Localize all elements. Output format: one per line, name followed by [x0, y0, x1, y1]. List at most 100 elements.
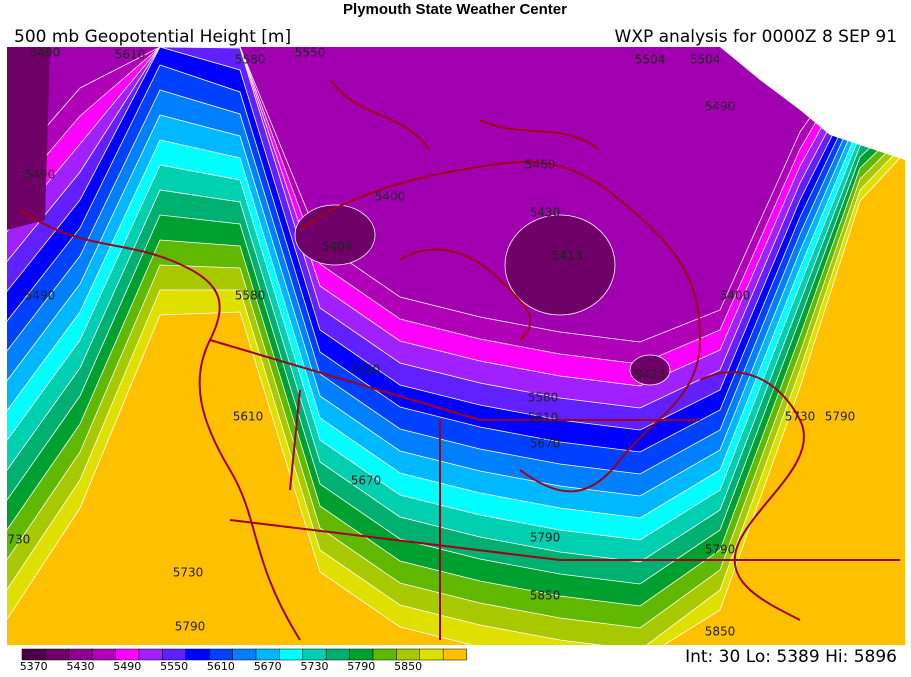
legend-swatch: [325, 648, 350, 661]
contour-line: [7, 47, 905, 409]
contour-label: 5490: [25, 168, 56, 182]
low-center: [629, 354, 671, 386]
legend-swatch: [208, 648, 233, 661]
contour-line: [7, 78, 905, 497]
legend-swatch: [255, 648, 280, 661]
contour-line: [7, 68, 905, 475]
contour-label: 5550: [295, 46, 326, 60]
high: Hi: 5896: [825, 647, 897, 667]
contour-label: 5400: [720, 289, 751, 303]
contour-label: 5610: [233, 410, 264, 424]
legend-label: 5670: [254, 660, 282, 673]
contour-line: [7, 133, 905, 629]
legend-swatch: [396, 648, 421, 661]
legend-swatch: [302, 648, 327, 661]
analysis-time: WXP analysis for 0000Z 8 SEP 91: [615, 27, 897, 47]
left-low: [7, 47, 50, 230]
legend-swatch: [45, 648, 70, 661]
legend-label: 5790: [347, 660, 375, 673]
contour-label: 5610: [115, 48, 146, 62]
contour-label: 5504: [690, 53, 721, 67]
legend: 5370 5430 5490 5550 5610 5670 5730 5790 5850: [20, 648, 467, 673]
coastline: [209, 339, 700, 421]
contour-label: 5400: [375, 190, 406, 204]
contour-label: 5670: [351, 474, 382, 488]
contour-label: 5490: [25, 289, 56, 303]
contour-label: 5580: [528, 391, 559, 405]
contour-line: [7, 87, 905, 519]
legend-swatch: [21, 648, 46, 661]
legend-label: 5550: [160, 660, 188, 673]
legend-label: 5490: [113, 660, 141, 673]
legend-swatch: [442, 648, 467, 661]
contour-label: 5580: [235, 53, 266, 67]
legend-swatch: [349, 648, 374, 661]
legend-swatch: [372, 648, 397, 661]
height-band: [7, 152, 905, 645]
contour-label: 5430: [530, 206, 561, 220]
contour-label: 5409: [322, 240, 353, 254]
contour-label: 5580: [235, 289, 266, 303]
coastline: [299, 160, 702, 493]
contour-line: [7, 105, 905, 563]
legend-swatch: [68, 648, 93, 661]
contour-label: 5730: [173, 566, 204, 580]
contour-label: 5790: [175, 620, 206, 634]
contour-label: 5790: [530, 531, 561, 545]
contour-line: [7, 151, 905, 645]
low: Lo: 5389: [746, 647, 820, 667]
legend-swatch: [419, 648, 444, 661]
no-data: [720, 47, 905, 160]
contour-label: 5790: [825, 410, 856, 424]
legend-swatch: [279, 648, 304, 661]
contour-line: [7, 47, 905, 343]
legend-swatch: [138, 648, 163, 661]
map-area: 5490 5610 5580 5550 5504 5504 5490 5460 5430 5413…: [0, 46, 905, 645]
contour-line: [7, 47, 905, 387]
contour-line: [7, 142, 905, 645]
contour-label: 5460: [525, 158, 556, 172]
legend-label: 5370: [20, 660, 48, 673]
contour-label: 5550: [350, 363, 381, 377]
legend-label: 5850: [394, 660, 422, 673]
contour-line: [7, 59, 905, 453]
legend-label: 5610: [207, 660, 235, 673]
contour-label: 5730: [0, 533, 30, 547]
product: 500 mb Geopotential Height [m]: [14, 27, 291, 47]
contour-line: [7, 47, 905, 365]
title: Plymouth State Weather Center: [343, 1, 567, 18]
contour-label: 5413: [552, 249, 583, 263]
contour-label: 5850: [705, 625, 736, 639]
coastline: [289, 389, 301, 491]
contour-line: [7, 114, 905, 585]
coastline: [229, 519, 900, 561]
contour-label: 5850: [530, 589, 561, 603]
legend-swatch: [91, 648, 116, 661]
contour-label: 5730: [785, 410, 816, 424]
contour-line: [7, 47, 905, 431]
coastline: [399, 248, 532, 341]
low-center: [504, 214, 616, 316]
contour-label: 5504: [635, 53, 666, 67]
legend-swatch: [115, 648, 140, 661]
contour-label: 5670: [530, 437, 561, 451]
coastline: [19, 209, 301, 641]
contour-line: [7, 96, 905, 541]
contour-label: 5790: [705, 543, 736, 557]
contour-label: 5423: [635, 368, 666, 382]
contour-label: 5490: [30, 46, 61, 60]
coastline: [329, 79, 601, 151]
contour-label: 5490: [705, 100, 736, 114]
low-center: [294, 204, 376, 266]
stats: Int: 30 Lo: 5389 Hi: 5896: [685, 647, 897, 667]
contour-label: 5610: [528, 411, 559, 425]
coastline: [699, 371, 805, 621]
interval: Int: 30: [685, 647, 740, 667]
legend-swatch: [162, 648, 187, 661]
legend-label: 5730: [301, 660, 329, 673]
legend-swatch: [185, 648, 210, 661]
legend-swatch: [232, 648, 257, 661]
contour-line: [7, 124, 905, 607]
legend-label: 5430: [67, 660, 95, 673]
